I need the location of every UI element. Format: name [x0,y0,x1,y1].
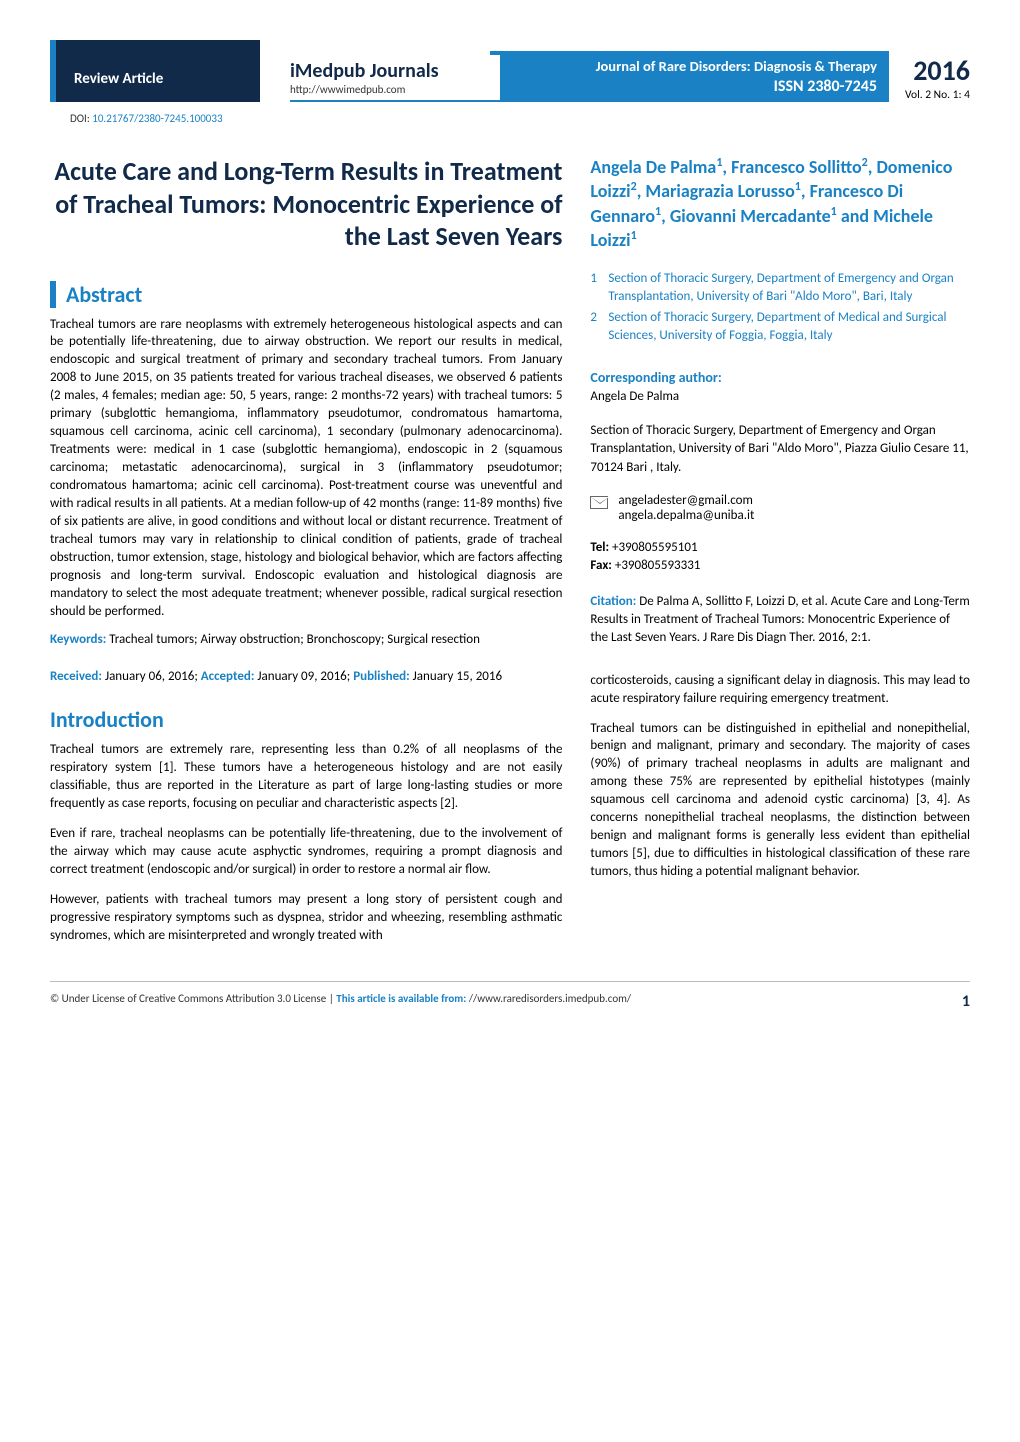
citation-label: Citation: [590,594,639,609]
affiliation-2-text: Section of Thoracic Surgery, Department … [608,309,970,345]
doi-label: DOI: [70,112,92,125]
journal-banner: Journal of Rare Disorders: Diagnosis & T… [490,51,889,102]
tel-label: Tel: [590,540,612,555]
received-date: January 06, 2016; [105,669,201,684]
email-row: angeladester@gmail.com angela.depalma@un… [590,493,970,523]
affiliations: 1 Section of Thoracic Surgery, Departmen… [590,270,970,345]
right-column: Angela De Palma1, Francesco Sollitto2, D… [586,155,970,957]
affiliation-1-text: Section of Thoracic Surgery, Department … [608,270,970,306]
authors: Angela De Palma1, Francesco Sollitto2, D… [590,155,970,252]
journal-name: Journal of Rare Disorders: Diagnosis & T… [596,57,877,75]
corresponding-address: Section of Thoracic Surgery, Department … [590,422,970,477]
citation-text: De Palma A, Sollitto F, Loizzi D, et al.… [590,594,969,645]
published-date: January 15, 2016 [413,669,502,684]
corresponding-name: Angela De Palma [590,388,970,406]
citation: Citation: De Palma A, Sollitto F, Loizzi… [590,593,970,648]
footer-license: © Under License of Creative Commons Attr… [50,992,329,1005]
intro-p4: corticosteroids, causing a significant d… [590,672,970,708]
imedpub-title: iMedpub Journals [290,59,488,83]
accepted-label: Accepted: [201,669,258,684]
email-icon [590,496,608,509]
footer-left: © Under License of Creative Commons Attr… [50,992,631,1011]
keywords-label: Keywords: [50,632,109,647]
introduction-heading: Introduction [50,706,562,733]
abstract-heading: Abstract [50,281,562,308]
email-2[interactable]: angela.depalma@uniba.it [618,508,754,523]
imedpub-url[interactable]: http://wwwimedpub.com [290,83,488,96]
affiliation-2: 2 Section of Thoracic Surgery, Departmen… [590,309,970,345]
keywords-text: Tracheal tumors; Airway obstruction; Bro… [109,632,480,647]
year-box: 2016 Vol. 2 No. 1: 4 [889,53,970,102]
journal-block: iMedpub Journals http://wwwimedpub.com J… [290,51,970,102]
tel-fax: Tel: +390805595101 Fax: +390805593331 [590,539,970,575]
vol-no: Vol. 2 No. 1: 4 [905,88,970,102]
accepted-date: January 09, 2016; [257,669,353,684]
year: 2016 [905,53,970,88]
keywords: Keywords: Tracheal tumors; Airway obstru… [50,632,562,647]
fax: +390805593331 [615,558,701,573]
intro-p5: Tracheal tumors can be distinguished in … [590,720,970,881]
doi-value[interactable]: 10.21767/2380-7245.100033 [92,112,222,125]
intro-p2: Even if rare, tracheal neoplasms can be … [50,825,562,879]
affiliation-1-num: 1 [590,270,608,306]
doi-line: DOI: 10.21767/2380-7245.100033 [70,112,970,125]
article-title: Acute Care and Long-Term Results in Trea… [50,155,562,253]
footer-url[interactable]: //www.raredisorders.imedpub.com/ [469,992,631,1005]
published-label: Published: [353,669,412,684]
fax-label: Fax: [590,558,614,573]
footer-available-label: This article is available from: [336,992,468,1005]
dates: Received: January 06, 2016; Accepted: Ja… [50,669,562,684]
corresponding-heading: Corresponding author: [590,369,970,386]
intro-p3: However, patients with tracheal tumors m… [50,891,562,945]
page-number: 1 [962,992,970,1011]
affiliation-1: 1 Section of Thoracic Surgery, Departmen… [590,270,970,306]
left-column: Acute Care and Long-Term Results in Trea… [50,155,586,957]
email-1[interactable]: angeladester@gmail.com [618,493,752,508]
issn: ISSN 2380-7245 [774,77,877,96]
imedpub-box: iMedpub Journals http://wwwimedpub.com [290,55,500,102]
intro-p1: Tracheal tumors are extremely rare, repr… [50,741,562,813]
header: Review Article iMedpub Journals http://w… [50,40,970,102]
affiliation-2-num: 2 [590,309,608,345]
abstract-text: Tracheal tumors are rare neoplasms with … [50,316,562,621]
review-article-badge: Review Article [50,40,260,102]
footer: © Under License of Creative Commons Attr… [50,981,970,1011]
received-label: Received: [50,669,105,684]
tel: +390805595101 [612,540,698,555]
